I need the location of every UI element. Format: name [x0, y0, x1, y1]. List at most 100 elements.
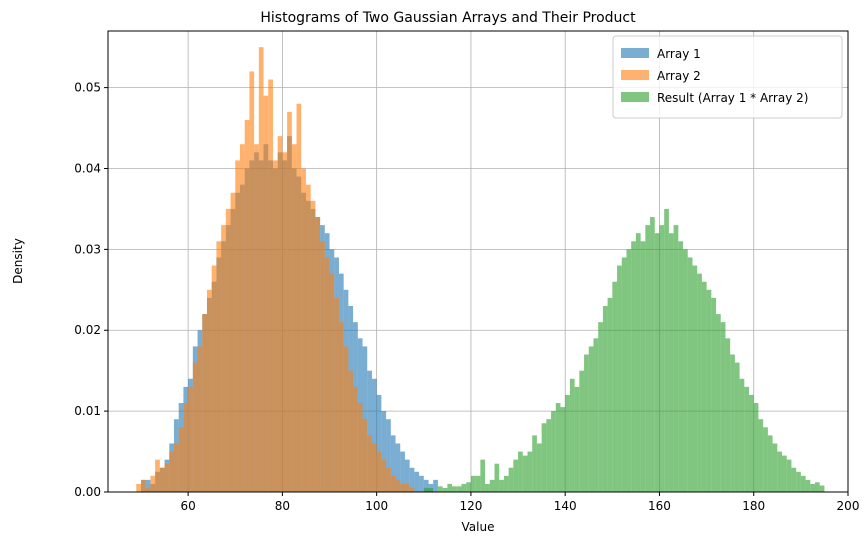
histogram-bar: [508, 467, 514, 492]
legend-swatch: [621, 48, 649, 58]
legend-swatch: [621, 92, 649, 102]
histogram-bar: [626, 249, 632, 492]
histogram-bar: [617, 265, 622, 492]
histogram-bar: [216, 241, 222, 492]
x-tick-label: 120: [459, 499, 482, 513]
histogram-bar: [574, 386, 580, 492]
series-3-bars: [423, 208, 825, 493]
histogram-bar: [659, 225, 665, 492]
histogram-bar: [310, 200, 316, 492]
histogram-bar: [357, 403, 363, 492]
histogram-bar: [386, 467, 391, 492]
histogram-bar: [815, 482, 820, 492]
histogram-bar: [291, 144, 297, 492]
histogram-bar: [239, 144, 245, 492]
histogram-bar: [602, 305, 608, 492]
histogram-bar: [145, 487, 151, 492]
histogram-bar: [518, 451, 523, 492]
histogram-bar: [503, 475, 509, 492]
histogram-bar: [136, 483, 141, 492]
histogram-bar: [701, 281, 707, 492]
legend: Array 1 Array 2 Result (Array 1 * Array 2): [612, 35, 843, 119]
histogram-bar: [428, 487, 434, 492]
histogram-bar: [810, 483, 816, 492]
histogram-bar: [447, 483, 453, 492]
histogram-bar: [772, 443, 778, 492]
x-tick-label: 180: [742, 499, 765, 513]
histogram-bar: [758, 419, 764, 492]
y-tick-label: 0.02: [74, 323, 101, 337]
histogram-bar: [819, 485, 825, 492]
histogram-bar: [315, 217, 321, 492]
histogram-bar: [353, 386, 358, 492]
x-axis-ticks: 60 80 100 120 140 160 180 200: [180, 492, 859, 513]
histogram-bar: [169, 451, 174, 492]
histogram-bar: [527, 451, 533, 492]
histogram-bar: [173, 443, 179, 492]
histogram-bar: [687, 257, 693, 492]
histogram-bar: [249, 71, 255, 492]
x-tick-label: 140: [554, 499, 577, 513]
histogram-bar: [734, 362, 740, 492]
histogram-bar: [437, 486, 443, 492]
histogram-bar: [650, 217, 655, 492]
histogram-bar: [409, 467, 415, 492]
histogram-bar: [381, 459, 387, 492]
histogram-bar: [796, 471, 801, 492]
histogram-bar: [343, 346, 349, 492]
histogram-bar: [621, 257, 627, 492]
histogram-bar: [584, 354, 589, 492]
histogram-bar: [197, 346, 203, 492]
histogram-bar: [598, 322, 603, 492]
histogram-bar: [362, 346, 368, 492]
histogram-bar: [588, 346, 594, 492]
histogram-bar: [753, 403, 759, 492]
histogram-bar: [221, 225, 226, 492]
histogram-bar: [569, 378, 575, 492]
histogram-bar: [225, 208, 231, 493]
histogram-bar: [786, 459, 792, 492]
histogram-bar: [423, 487, 429, 492]
histogram-bar: [178, 427, 184, 492]
histogram-bar: [423, 479, 429, 492]
histogram-bar: [277, 136, 283, 492]
histogram-bar: [202, 314, 207, 492]
histogram-bar: [155, 459, 160, 492]
histogram-bar: [301, 168, 306, 493]
histogram-bar: [320, 241, 325, 492]
legend-swatch: [621, 70, 649, 80]
histogram-bar: [551, 411, 556, 492]
histogram-bar: [367, 370, 372, 492]
histogram-bar: [150, 475, 156, 492]
histogram-bar: [381, 411, 387, 492]
histogram-bar: [329, 273, 335, 492]
histogram-bar: [579, 370, 585, 492]
x-tick-label: 60: [180, 499, 195, 513]
histogram-bar: [767, 435, 773, 492]
histogram-bar: [485, 483, 490, 492]
histogram-bar: [371, 443, 377, 492]
histogram-bar: [442, 487, 448, 492]
histogram-bar: [541, 423, 547, 492]
y-tick-label: 0.05: [74, 81, 101, 95]
histogram-bar: [716, 314, 721, 492]
histogram-bar: [395, 443, 401, 492]
histogram-bar: [324, 257, 330, 492]
histogram-bar: [183, 403, 189, 492]
histogram-bar: [791, 467, 797, 492]
histogram-bar: [744, 386, 750, 492]
plot-frame: [107, 30, 849, 493]
histogram-bar: [475, 475, 481, 492]
histogram-bar: [419, 475, 424, 492]
histogram-bar: [513, 459, 519, 492]
histogram-bar: [254, 144, 259, 492]
histogram-bar: [211, 265, 217, 492]
histogram-bar: [466, 482, 471, 492]
histogram-bar: [607, 297, 613, 492]
histogram-bar: [645, 225, 651, 492]
histogram-bar: [720, 322, 726, 492]
y-axis-label: Density: [11, 238, 25, 284]
legend-label: Array 2: [657, 69, 701, 83]
histogram-bar: [338, 322, 344, 492]
